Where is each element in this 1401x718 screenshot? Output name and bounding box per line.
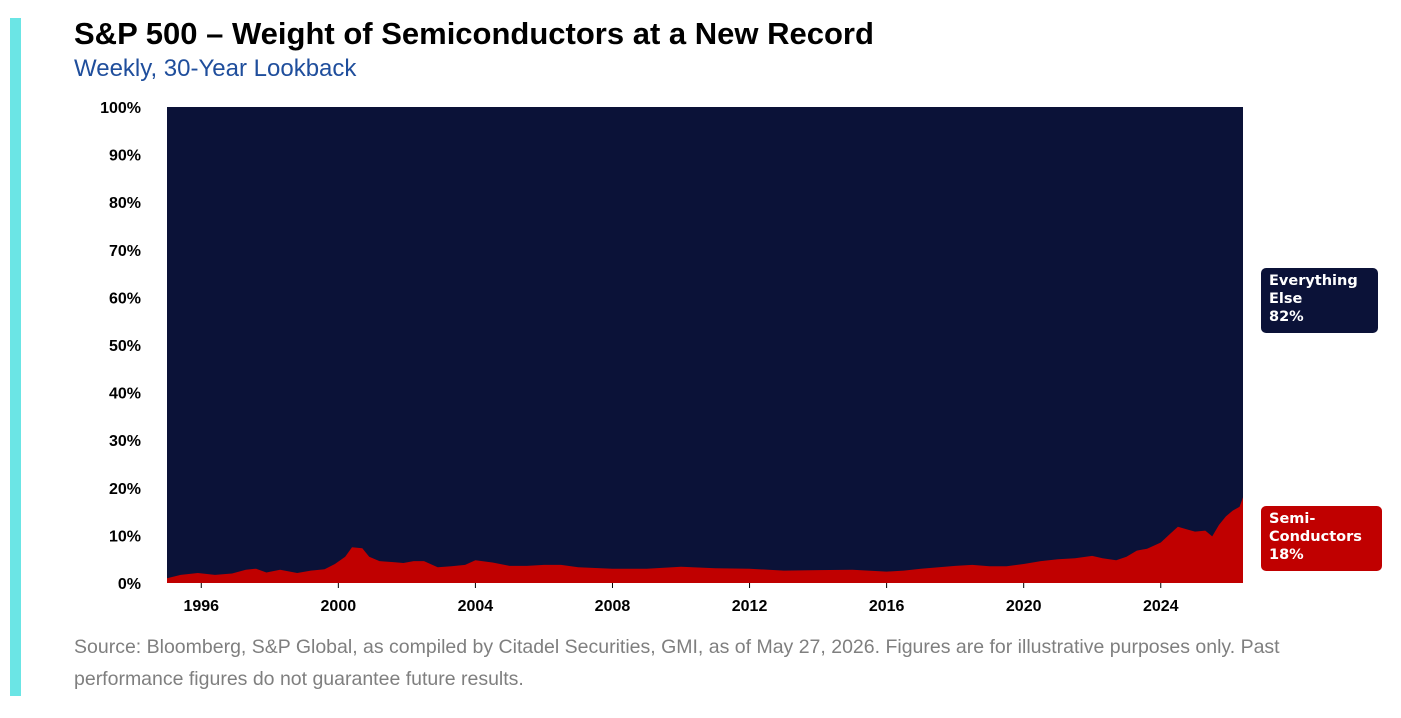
stacked-area-chart: 0% 10% 20% 30% 40% 50% 60% 70% 80% 90% 100% 1996 20… [100,100,1382,615]
semiconductors-callout-line: 18% [1269,547,1304,563]
x-tick-label: 1996 [183,598,219,615]
y-tick-label: 50% [109,338,141,355]
semiconductors-callout-box [1261,506,1382,571]
semiconductors-area [167,497,1243,583]
x-tick-label: 2024 [1143,598,1179,615]
x-tick-label: 2020 [1006,598,1042,615]
x-tick-label: 2016 [869,598,905,615]
x-tick-label: 2012 [732,598,768,615]
chart-title: S&P 500 – Weight of Semiconductors at a … [74,16,874,51]
chart-subtitle: Weekly, 30-Year Lookback [74,55,357,82]
y-tick-label: 70% [109,243,141,260]
y-tick-label: 20% [109,481,141,498]
x-tick-label: 2008 [595,598,631,615]
y-tick-label: 40% [109,386,141,403]
x-tick-label: 2000 [321,598,357,615]
y-tick-label: 30% [109,433,141,450]
semiconductors-callout-line: Semi- [1269,511,1315,527]
source-note: Source: Bloomberg, S&P Global, as compil… [74,636,1280,690]
y-tick-label: 0% [118,576,141,593]
y-tick-label: 90% [109,148,141,165]
y-tick-label: 80% [109,195,141,212]
y-tick-label: 60% [109,290,141,307]
everything-else-callout-line: Else [1269,291,1303,307]
everything-else-callout-line: 82% [1269,309,1304,325]
x-tick-label: 2004 [458,598,494,615]
everything-else-area [167,107,1243,583]
everything-else-callout-box [1261,268,1378,333]
accent-bar [10,18,21,696]
y-axis: 0% 10% 20% 30% 40% 50% 60% 70% 80% 90% 100% [100,100,141,593]
semiconductors-callout-line: Conductors [1269,529,1362,545]
semiconductors-callout: Semi- Conductors 18% [1261,506,1382,571]
y-tick-label: 100% [100,100,141,117]
x-axis: 1996 2000 2004 2008 2012 2016 2020 2024 [183,583,1179,615]
everything-else-callout-line: Everything [1269,273,1358,289]
everything-else-callout: Everything Else 82% [1261,268,1378,333]
y-tick-label: 10% [109,528,141,545]
